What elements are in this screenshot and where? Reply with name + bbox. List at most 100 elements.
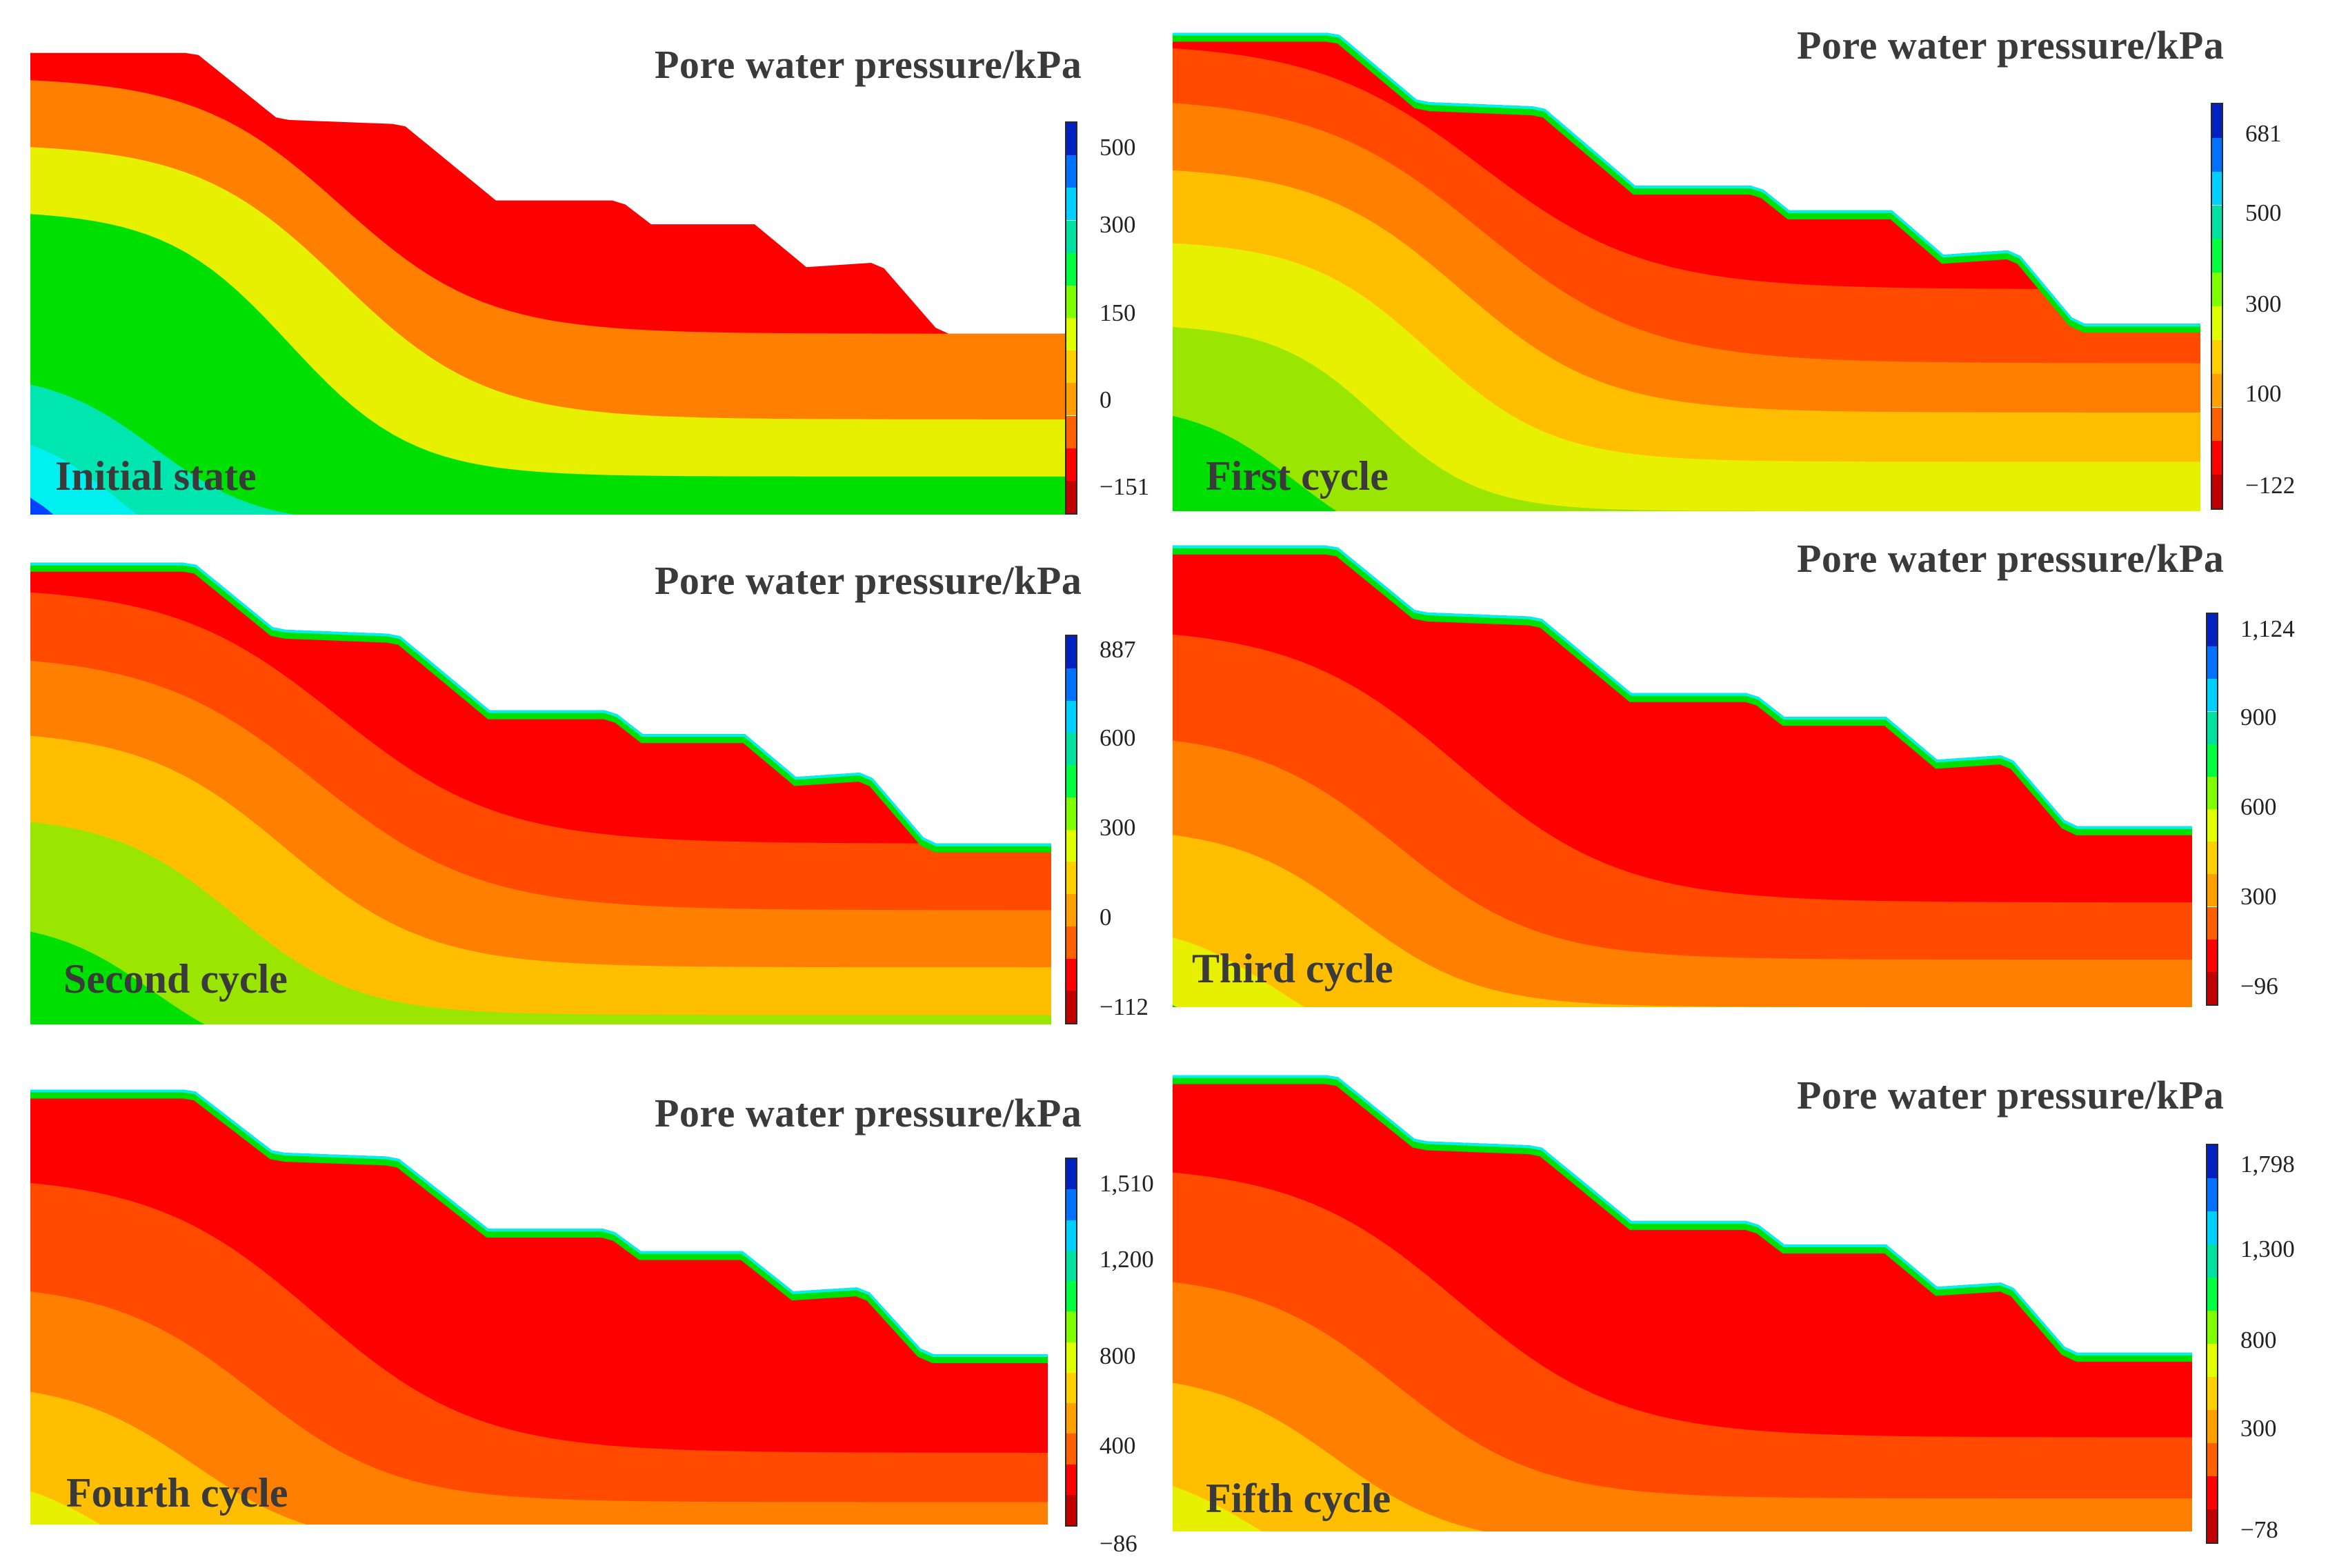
colorbar-tick: 1,300 bbox=[2240, 1235, 2295, 1262]
panel-fifth-cycle: Pore water pressure/kPa 1,798 1,300 800 … bbox=[1173, 1061, 2328, 1558]
colorbar-segment bbox=[1066, 318, 1076, 351]
colorbar-segment bbox=[2207, 874, 2217, 907]
surface-wetting-fringe bbox=[1173, 545, 2192, 829]
surface-wetting-fringe bbox=[30, 562, 1051, 853]
colorbar-segment bbox=[1066, 350, 1076, 384]
panel-label: Fourth cycle bbox=[66, 1470, 288, 1516]
panel-fourth-cycle: Pore water pressure/kPa 1,510 1,200 800 … bbox=[30, 1076, 1203, 1559]
colorbar-segment bbox=[2207, 1211, 2217, 1244]
colorbar-segment bbox=[2207, 1344, 2217, 1377]
colorbar-segment bbox=[1066, 448, 1076, 481]
colorbar-segment bbox=[2212, 137, 2222, 172]
colorbar-segment bbox=[1066, 1403, 1076, 1434]
colorbar-segment bbox=[1066, 1372, 1076, 1403]
colorbar-segment bbox=[2212, 104, 2222, 138]
colorbar-segment bbox=[1066, 1311, 1076, 1342]
surface-wetting-fringe bbox=[1173, 32, 2200, 327]
colorbar-segment bbox=[1066, 829, 1076, 862]
panel-title: Pore water pressure/kPa bbox=[1797, 1073, 2225, 1118]
colorbar bbox=[2206, 1144, 2218, 1544]
colorbar-segment bbox=[2207, 809, 2217, 842]
colorbar-segment bbox=[2207, 939, 2217, 972]
colorbar-segment bbox=[2207, 646, 2217, 679]
colorbar-segment bbox=[1066, 636, 1076, 668]
panel-title: Pore water pressure/kPa bbox=[1797, 23, 2225, 68]
contour-band bbox=[1173, 327, 2200, 511]
colorbar-tick: 900 bbox=[2240, 704, 2277, 731]
colorbar-tick: 681 bbox=[2245, 120, 2282, 147]
colorbar-segment bbox=[2207, 1278, 2217, 1311]
colorbar-tick: −112 bbox=[1100, 993, 1148, 1020]
colorbar-segment bbox=[1066, 1433, 1076, 1465]
colorbar-segment bbox=[2207, 744, 2217, 777]
contour-band bbox=[30, 735, 1051, 1024]
colorbar-segment bbox=[1066, 123, 1076, 156]
colorbar-tick: 300 bbox=[1100, 814, 1136, 841]
colorbar-segment bbox=[1066, 894, 1076, 926]
panel-third-cycle: Pore water pressure/kPa 1,124 900 600 30… bbox=[1173, 531, 2328, 1014]
colorbar-tick: 600 bbox=[1100, 724, 1136, 751]
slope-contour-plot bbox=[30, 1089, 1048, 1525]
colorbar-segment bbox=[2207, 1244, 2217, 1278]
colorbar-segment bbox=[2207, 1377, 2217, 1410]
colorbar-segment bbox=[2212, 306, 2222, 340]
colorbar-tick: 1,124 bbox=[2240, 615, 2295, 642]
colorbar-segment bbox=[1066, 733, 1076, 765]
panel-title: Pore water pressure/kPa bbox=[655, 42, 1082, 87]
colorbar-segment bbox=[1066, 1342, 1076, 1373]
colorbar-segment bbox=[1066, 220, 1076, 253]
colorbar-segment bbox=[1066, 765, 1076, 797]
colorbar-segment bbox=[2207, 906, 2217, 940]
colorbar-segment bbox=[2212, 339, 2222, 374]
colorbar-segment bbox=[1066, 1250, 1076, 1281]
colorbar-segment bbox=[1066, 668, 1076, 701]
contour-band bbox=[30, 822, 1051, 1024]
colorbar-segment bbox=[2212, 407, 2222, 441]
colorbar-segment bbox=[2212, 441, 2222, 475]
colorbar-tick: −122 bbox=[2245, 472, 2296, 499]
colorbar-tick: 800 bbox=[2240, 1327, 2277, 1353]
colorbar-segment bbox=[2207, 1476, 2217, 1509]
colorbar-segment bbox=[1066, 155, 1076, 188]
contour-bands bbox=[1173, 545, 2192, 1007]
colorbar-segment bbox=[1066, 1281, 1076, 1312]
colorbar-tick: 1,200 bbox=[1100, 1246, 1154, 1273]
colorbar-segment bbox=[1066, 1464, 1076, 1495]
colorbar-tick: 300 bbox=[2245, 290, 2282, 317]
panel-first-cycle: Pore water pressure/kPa 681 500 300 100 … bbox=[1173, 18, 2328, 515]
colorbar-tick: 500 bbox=[2245, 199, 2282, 226]
colorbar-segment bbox=[2212, 171, 2222, 206]
colorbar-tick: −151 bbox=[1100, 473, 1150, 500]
colorbar-segment bbox=[2207, 842, 2217, 875]
contour-bands bbox=[30, 52, 1065, 515]
colorbar-segment bbox=[1066, 700, 1076, 733]
colorbar-segment bbox=[2212, 475, 2222, 508]
colorbar-tick: 0 bbox=[1100, 904, 1112, 931]
colorbar bbox=[2206, 613, 2218, 1006]
colorbar-segment bbox=[2207, 1509, 2217, 1542]
colorbar-segment bbox=[2207, 776, 2217, 809]
colorbar-segment bbox=[1066, 252, 1076, 286]
slope-contour-plot bbox=[30, 52, 1065, 515]
colorbar-segment bbox=[1066, 1189, 1076, 1220]
surface-wetting-fringe bbox=[1173, 545, 2192, 835]
colorbar-tick: 887 bbox=[1100, 636, 1136, 663]
colorbar-segment bbox=[1066, 285, 1076, 318]
panel-label: Initial state bbox=[55, 453, 257, 499]
colorbar-segment bbox=[2207, 1410, 2217, 1443]
colorbar-segment bbox=[2207, 1178, 2217, 1211]
colorbar-segment bbox=[1066, 1220, 1076, 1251]
colorbar-segment bbox=[2207, 614, 2217, 647]
colorbar-tick: 0 bbox=[1100, 386, 1112, 413]
colorbar-tick: −96 bbox=[2240, 973, 2278, 1000]
panel-title: Pore water pressure/kPa bbox=[655, 558, 1082, 603]
colorbar-segment bbox=[1066, 1494, 1076, 1525]
contour-band bbox=[30, 214, 1065, 515]
colorbar-segment bbox=[1066, 383, 1076, 416]
colorbar-segment bbox=[2207, 711, 2217, 744]
colorbar-tick: 500 bbox=[1100, 134, 1136, 161]
slope-contour-plot bbox=[1173, 32, 2200, 511]
surface-wetting-fringe bbox=[30, 1089, 1048, 1357]
colorbar-tick: −78 bbox=[2240, 1516, 2278, 1543]
colorbar bbox=[1065, 1158, 1077, 1527]
